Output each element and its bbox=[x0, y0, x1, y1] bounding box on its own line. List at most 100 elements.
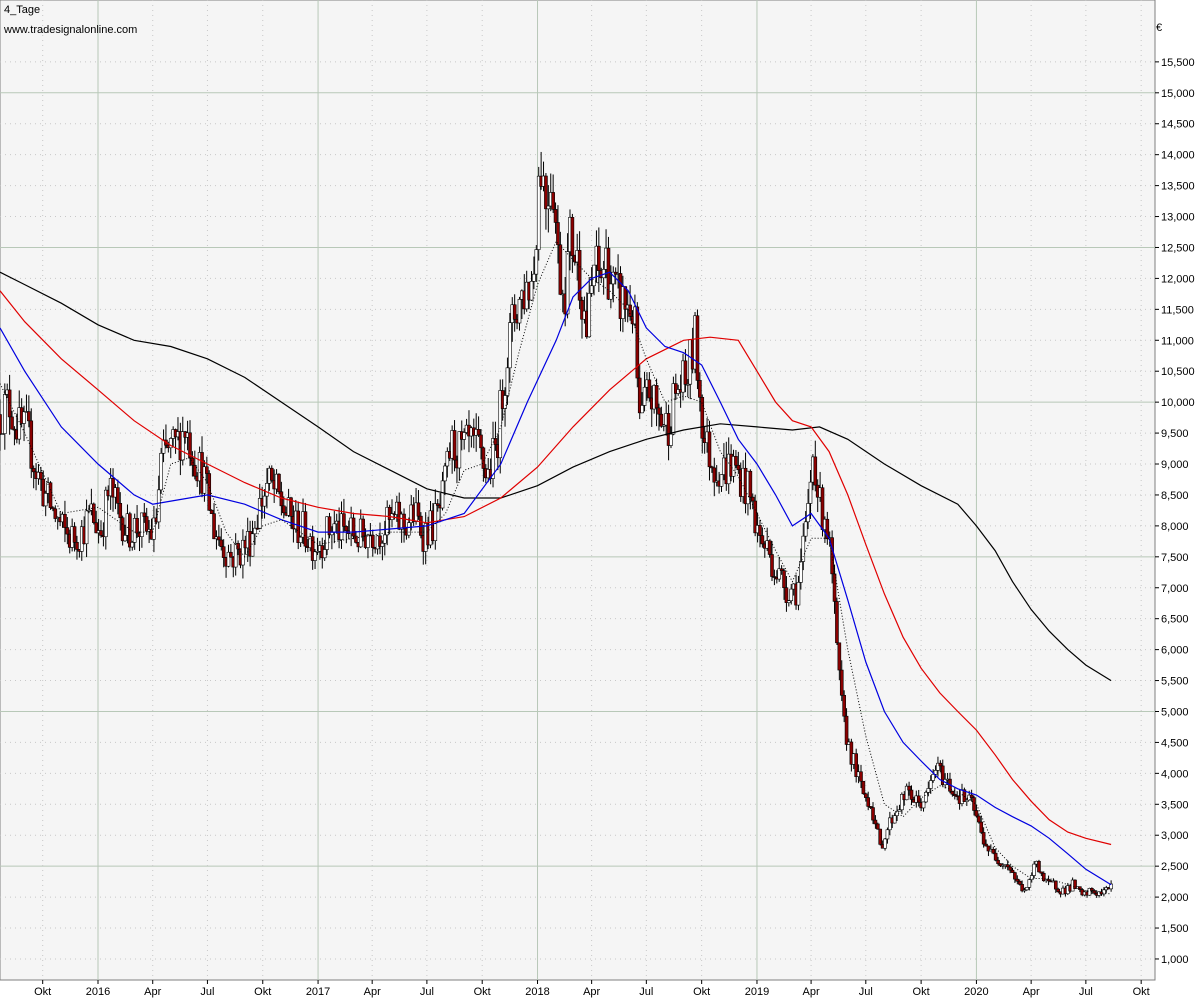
y-tick-label: 12,500 bbox=[1161, 242, 1195, 254]
candle-body bbox=[832, 573, 837, 602]
candle-body bbox=[938, 762, 943, 767]
y-tick-label: 7,000 bbox=[1161, 583, 1189, 595]
candle-body bbox=[707, 431, 712, 468]
candle-body bbox=[962, 789, 967, 802]
candle-body bbox=[760, 535, 765, 545]
candle-body bbox=[534, 249, 539, 275]
candle-body bbox=[758, 525, 762, 536]
y-tick-label: 8,000 bbox=[1161, 521, 1189, 533]
candle-body bbox=[808, 481, 813, 504]
candle-body bbox=[888, 817, 892, 831]
x-tick-label: 2016 bbox=[86, 986, 110, 998]
candle-body bbox=[512, 304, 517, 320]
candle-body bbox=[7, 389, 12, 418]
candle-body bbox=[407, 522, 411, 536]
candle-body bbox=[844, 715, 849, 745]
candle-body bbox=[22, 411, 26, 424]
moving-average-layer bbox=[0, 240, 1112, 895]
candle-body bbox=[926, 788, 931, 793]
candle-body bbox=[803, 521, 808, 537]
candle-body bbox=[577, 250, 582, 301]
candle-body bbox=[289, 497, 293, 517]
candle-body bbox=[402, 513, 406, 529]
y-tick-label: 10,000 bbox=[1161, 397, 1195, 409]
candle-body bbox=[986, 845, 991, 852]
x-tick-label: Apr bbox=[144, 986, 161, 998]
candle-body bbox=[118, 503, 123, 519]
candle-body bbox=[928, 780, 933, 789]
candle-body bbox=[589, 285, 594, 294]
candle-body bbox=[1073, 879, 1077, 889]
candle-body bbox=[1090, 888, 1094, 891]
candle-body bbox=[993, 852, 998, 861]
candle-body bbox=[1056, 888, 1060, 892]
candle-body bbox=[592, 264, 596, 287]
y-tick-label: 4,500 bbox=[1161, 737, 1189, 749]
candle-body bbox=[212, 513, 216, 540]
candle-body bbox=[140, 512, 144, 537]
candle-body bbox=[217, 536, 221, 541]
candle-body bbox=[94, 522, 98, 534]
candle-body bbox=[782, 570, 786, 589]
y-tick-label: 1,500 bbox=[1161, 923, 1189, 935]
candle-body bbox=[770, 554, 774, 577]
candle-body bbox=[1005, 864, 1010, 868]
y-tick-label: 14,000 bbox=[1161, 150, 1195, 162]
candle-body bbox=[0, 433, 5, 435]
candle-body bbox=[1102, 889, 1106, 895]
candle-body bbox=[734, 456, 738, 466]
candle-body bbox=[779, 568, 784, 571]
candle-body bbox=[84, 510, 89, 545]
candle-body bbox=[87, 509, 91, 512]
y-tick-label: 5,500 bbox=[1161, 676, 1189, 688]
candle-body bbox=[202, 466, 207, 494]
candle-body bbox=[806, 503, 810, 523]
candle-body bbox=[835, 601, 839, 644]
candle-body bbox=[659, 413, 664, 427]
candle-body bbox=[1046, 879, 1051, 882]
x-tick-label: Okt bbox=[913, 986, 930, 998]
candle-body bbox=[505, 367, 510, 396]
candle-body bbox=[532, 273, 536, 282]
candle-body bbox=[1017, 880, 1022, 885]
candle-body bbox=[784, 587, 789, 603]
candle-body bbox=[878, 828, 883, 845]
candle-body bbox=[558, 244, 563, 295]
candle-body bbox=[799, 561, 803, 583]
candle-body bbox=[842, 694, 846, 717]
candle-body bbox=[265, 483, 269, 497]
candle-body bbox=[965, 799, 969, 802]
candle-body bbox=[1022, 889, 1027, 892]
candle-body bbox=[940, 765, 945, 786]
candle-body bbox=[885, 829, 890, 840]
candle-body bbox=[772, 576, 777, 578]
candle-body bbox=[1013, 872, 1017, 880]
candle-body bbox=[479, 434, 483, 449]
candle-body bbox=[120, 517, 125, 542]
candle-body bbox=[476, 429, 481, 436]
candle-body bbox=[75, 541, 79, 550]
candle-body bbox=[27, 411, 31, 422]
y-tick-label: 9,000 bbox=[1161, 459, 1189, 471]
candle-body bbox=[43, 493, 48, 507]
candle-body bbox=[1053, 880, 1058, 890]
y-tick-label: 15,000 bbox=[1161, 88, 1195, 100]
candle-body bbox=[435, 503, 440, 506]
candle-body bbox=[53, 508, 58, 519]
candle-body bbox=[950, 790, 955, 795]
candle-body bbox=[866, 797, 871, 807]
x-tick-label: Okt bbox=[254, 986, 271, 998]
candle-body bbox=[597, 245, 601, 271]
candle-body bbox=[981, 832, 986, 845]
candle-body bbox=[909, 789, 914, 800]
x-tick-label: Jul bbox=[200, 986, 214, 998]
candle-body bbox=[801, 535, 806, 562]
candle-body bbox=[481, 447, 486, 469]
candle-body bbox=[907, 785, 911, 791]
candle-body bbox=[1037, 860, 1041, 873]
candle-body bbox=[378, 535, 382, 547]
candle-body bbox=[351, 517, 356, 537]
candle-body bbox=[1020, 884, 1024, 892]
currency-label: € bbox=[1156, 22, 1162, 34]
candle-body bbox=[159, 452, 163, 491]
